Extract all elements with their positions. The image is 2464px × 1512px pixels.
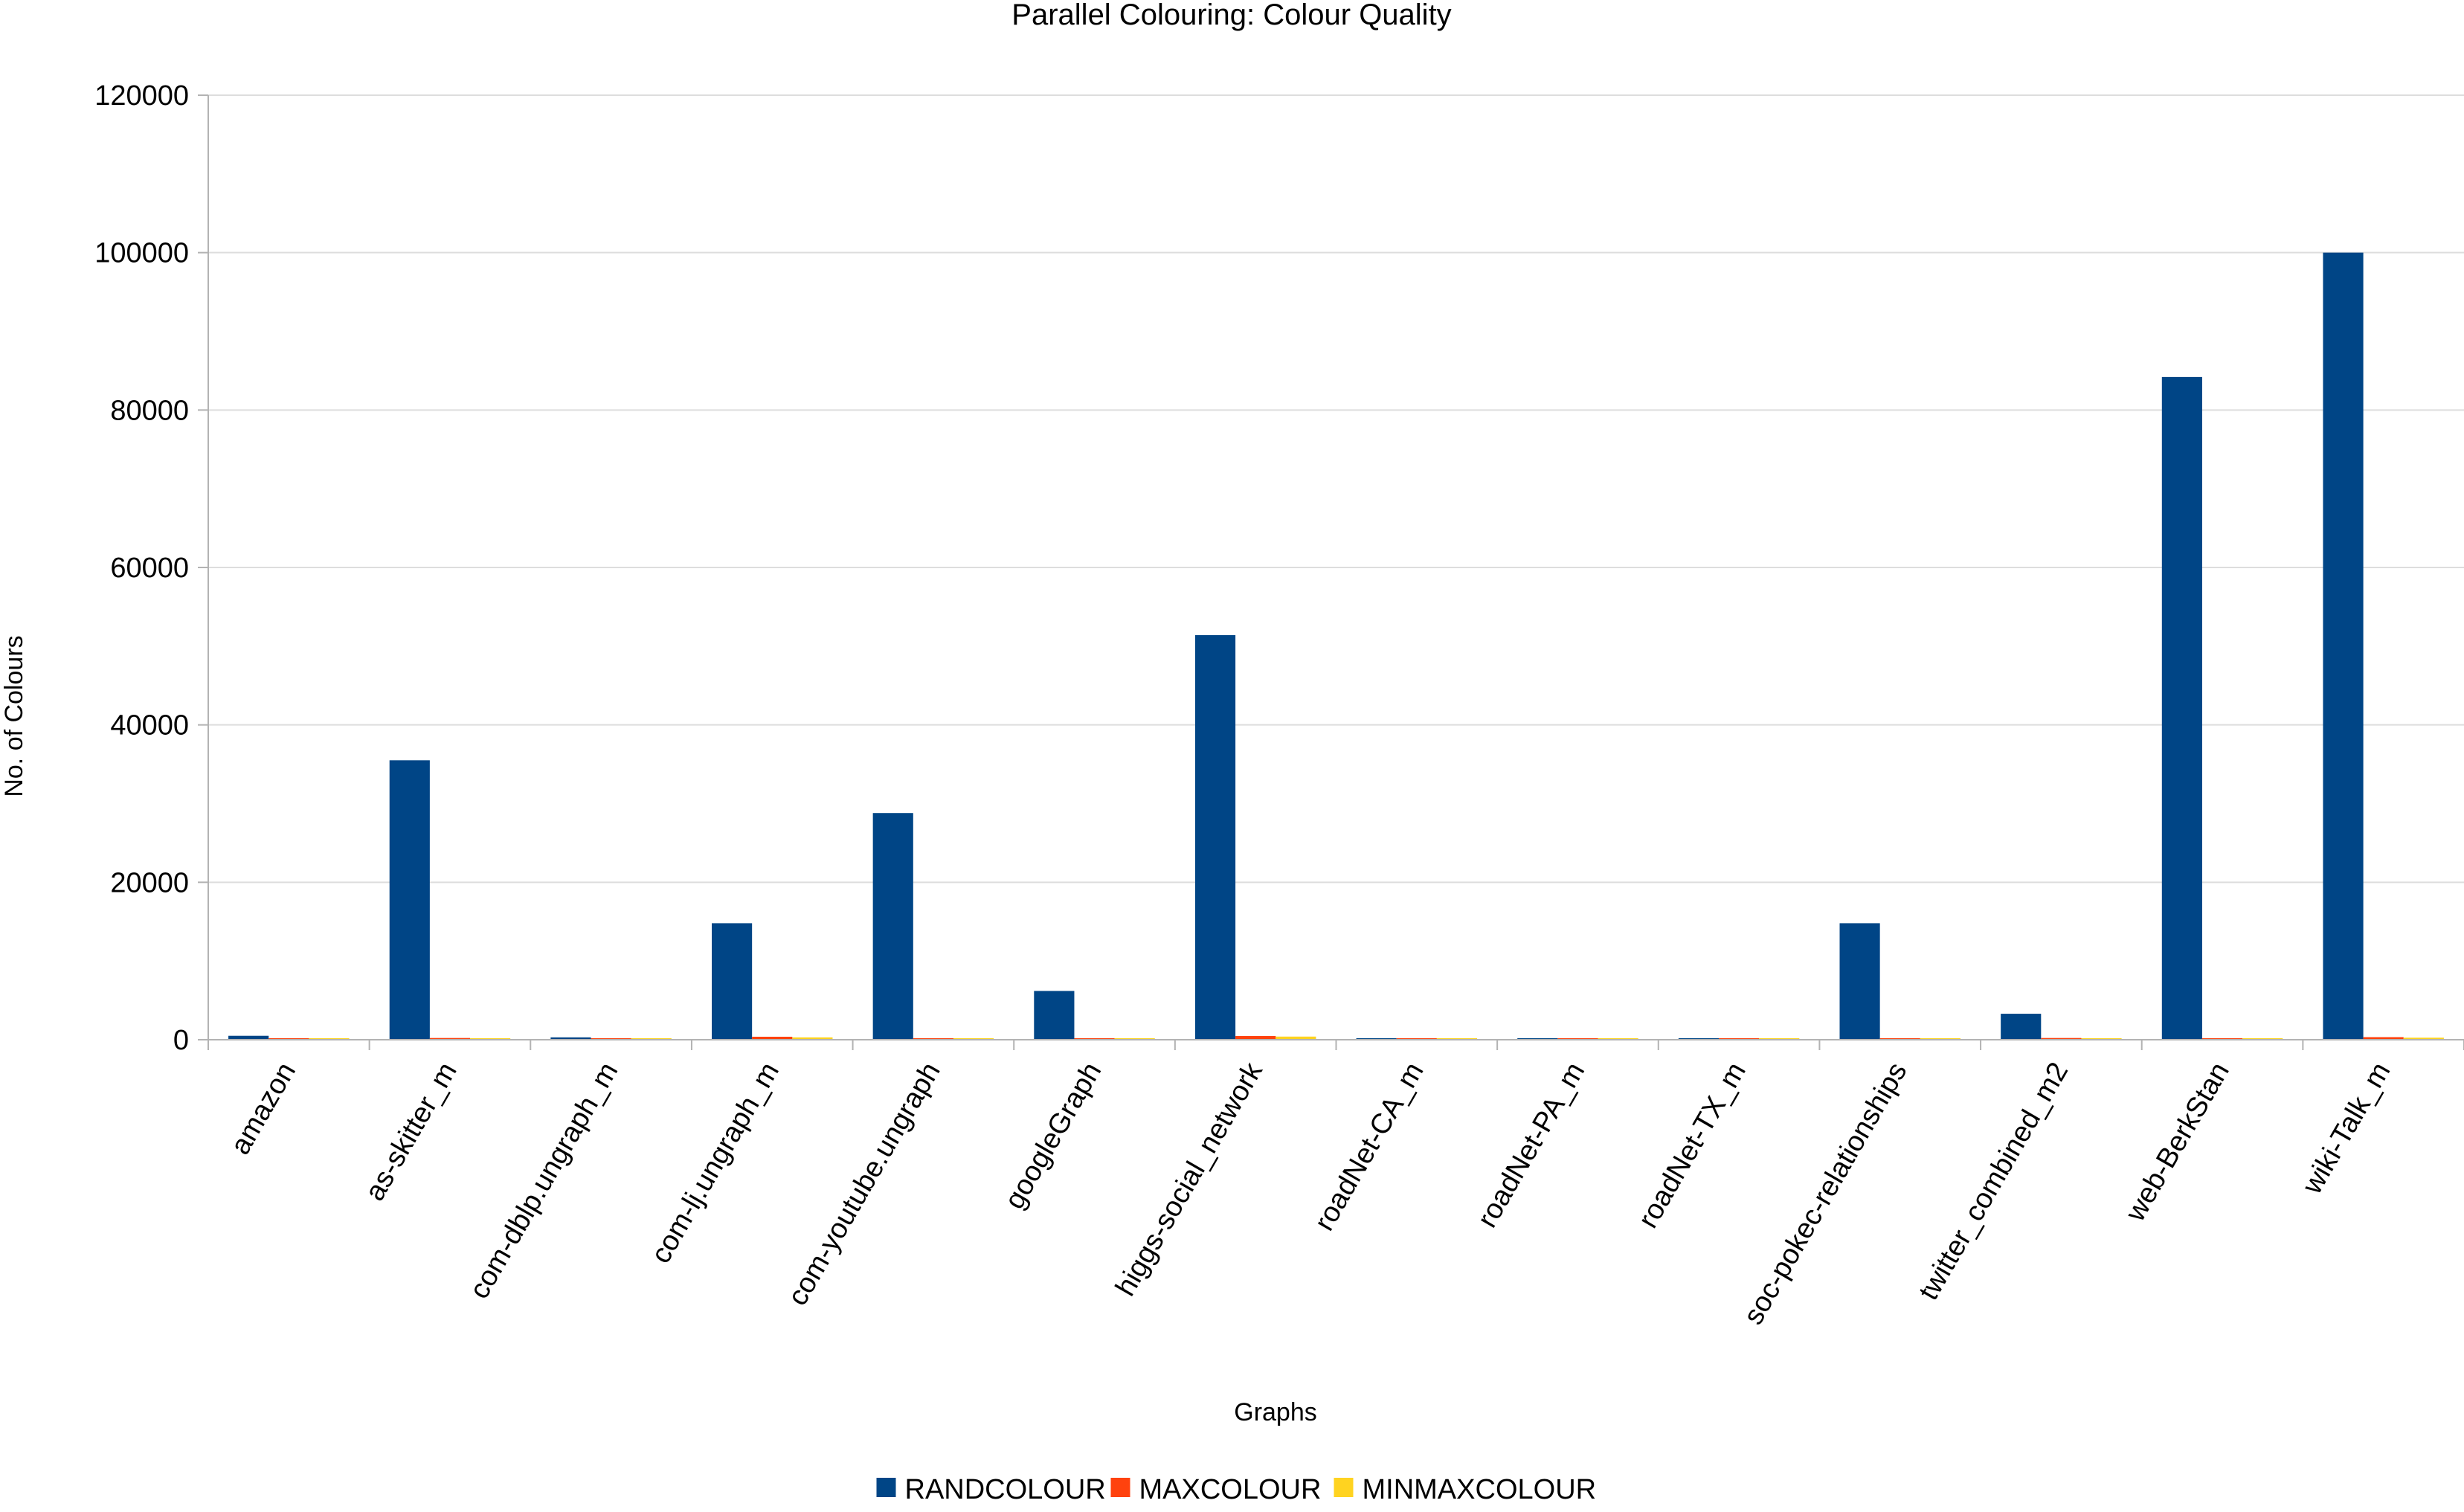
bar-maxcolour [752,1036,793,1040]
y-tick-label: 0 [173,1025,189,1056]
legend-swatch [876,1478,896,1497]
bar-minmaxcolour [2403,1038,2444,1040]
bar-maxcolour [1235,1036,1276,1040]
bar-randcolour [1839,923,1880,1040]
bar-randcolour [2161,376,2202,1040]
x-tick-label: com-dblp.ungraph_m [463,1058,624,1304]
x-tick-label: com-youtube.ungraph [782,1058,946,1311]
x-tick-label: soc-pokec-relationships [1738,1058,1914,1331]
legend-swatch [1334,1478,1354,1497]
x-tick-label: higgs-social_network [1110,1057,1269,1302]
y-tick-label: 80000 [110,395,189,426]
gridlines [208,94,2464,1040]
x-tick-label: roadNet-TX_m [1633,1058,1752,1234]
bar-randcolour [550,1037,591,1040]
y-axis-label: No. of Colours [0,635,28,797]
bar-randcolour [1194,635,1236,1040]
x-tick-label: as-skitter_m [359,1058,463,1206]
y-tick-label: 120000 [94,80,189,112]
x-tick-label: com-lj.ungraph_m [646,1058,785,1269]
bar-randcolour [1034,991,1075,1040]
x-tick-label: twitter_combined_m2 [1913,1058,2074,1306]
bar-randcolour [389,760,430,1040]
x-tick-label: roadNet-PA_m [1472,1058,1592,1233]
bar-randcolour [872,813,913,1040]
bars [228,252,2444,1040]
y-tick-label: 20000 [110,867,189,898]
legend: RANDCOLOUR MAXCOLOUR MINMAXCOLOUR [876,1474,1597,1505]
legend-label: RANDCOLOUR [905,1474,1106,1505]
y-tick-label: 60000 [110,553,189,584]
bar-randcolour [2323,252,2364,1040]
bar-randcolour [2001,1014,2042,1040]
x-axis-label: Graphs [1234,1398,1317,1426]
bar-maxcolour [429,1038,471,1040]
y-tick-label: 100000 [94,238,189,269]
bar-maxcolour [2363,1037,2404,1040]
legend-swatch [1110,1478,1130,1497]
x-tick-label: wiki-Talk_m [2296,1058,2396,1200]
x-tick-label: web-BerkStan [2120,1058,2236,1228]
x-tick-label: amazon [225,1058,302,1160]
x-axis-ticks: amazon as-skitter_m com-dblp.ungraph_m com-… [208,1040,2464,1330]
x-tick-label: roadNet-CA_m [1309,1058,1430,1236]
x-tick-label: googleGraph [999,1058,1107,1215]
bar-randcolour [712,923,753,1040]
bar-randcolour [228,1035,269,1040]
bar-minmaxcolour [792,1037,833,1040]
legend-label: MAXCOLOUR [1139,1474,1322,1505]
bar-minmaxcolour [1276,1036,1316,1040]
bar-maxcolour [2041,1038,2082,1040]
legend-label: MINMAXCOLOUR [1363,1474,1597,1505]
y-tick-label: 40000 [110,710,189,741]
y-axis-ticks: 0 20000 40000 60000 80000 100000 120000 [94,80,208,1056]
chart-title: Parallel Colouring: Colour Quality [1011,0,1451,31]
